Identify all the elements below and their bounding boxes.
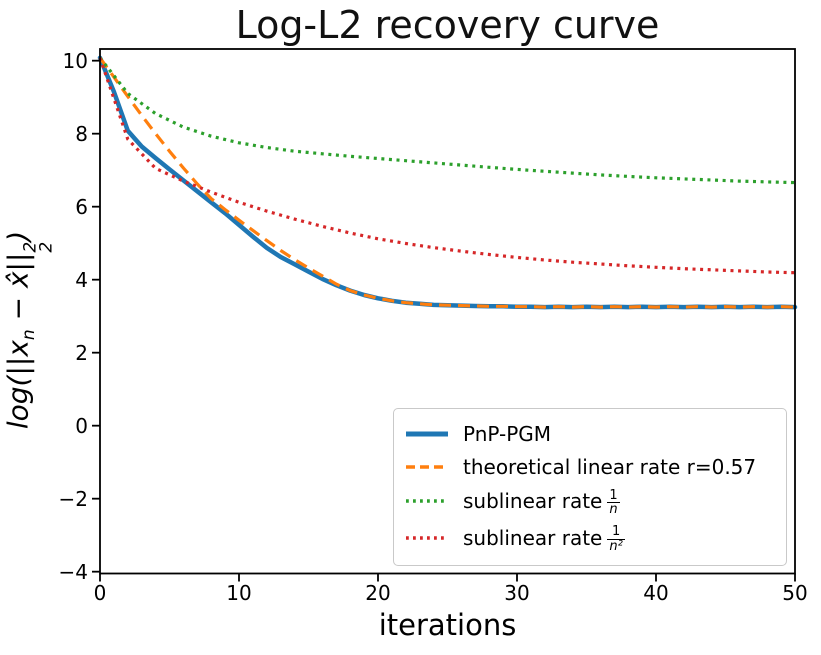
x-tick-label: 20 xyxy=(365,581,391,605)
series-sublinear-1-n2 xyxy=(98,57,796,275)
x-axis-label: iterations xyxy=(378,608,517,642)
legend-label-sublinear-1-n2: sublinear rate 1 n² xyxy=(463,523,625,555)
legend-line-sample-dashed xyxy=(406,464,448,469)
series-linear-rate xyxy=(98,56,796,309)
series-pnp-pgm xyxy=(97,55,798,310)
legend-text: sublinear rate xyxy=(463,488,603,513)
y-tick-label: −4 xyxy=(58,559,88,584)
y-label-lead: log(||x xyxy=(1,340,35,430)
y-label-sub-2: 2 xyxy=(36,241,57,253)
fraction: 1 n² xyxy=(607,524,625,555)
axes-spines xyxy=(99,48,796,575)
legend-label-sublinear-1-n: sublinear rate 1 n xyxy=(463,487,620,518)
legend-row-sublinear-1-n2: sublinear rate 1 n² xyxy=(404,523,776,555)
y-tick-label: 10 xyxy=(62,48,88,73)
x-tick-label: 0 xyxy=(93,581,107,605)
fraction-numerator: 1 xyxy=(609,487,618,503)
legend: PnP-PGM theoretical linear rate r=0.57 sub… xyxy=(393,408,787,566)
x-tick-label: 50 xyxy=(782,581,808,605)
fraction-denominator: n² xyxy=(607,539,625,555)
y-tick-label: 4 xyxy=(75,267,88,292)
fraction-numerator: 1 xyxy=(611,524,621,540)
y-label-mid: − x̂|| xyxy=(1,252,35,330)
y-tick-label: 2 xyxy=(75,340,88,365)
y-axis-label: log(||xn − x̂|| 2 2) xyxy=(1,230,57,430)
fraction-denominator: n xyxy=(607,502,620,518)
legend-text: theoretical linear rate r=0.57 xyxy=(463,454,757,479)
legend-line-sample-dotted xyxy=(406,499,448,503)
x-tick-label: 40 xyxy=(643,581,669,605)
legend-row-pnp-pgm: PnP-PGM xyxy=(404,422,776,446)
x-tick-label: 10 xyxy=(226,581,252,605)
legend-row-linear-rate: theoretical linear rate r=0.57 xyxy=(404,455,776,479)
y-label-sub-n: n xyxy=(19,329,40,341)
legend-row-sublinear-1-n: sublinear rate 1 n xyxy=(404,487,776,518)
y-tick-label: 0 xyxy=(75,413,88,438)
legend-line-sample-solid xyxy=(406,431,448,437)
y-tick-label: 8 xyxy=(75,121,88,146)
legend-label-linear-rate: theoretical linear rate r=0.57 xyxy=(463,455,756,479)
y-tick-label: 6 xyxy=(75,194,88,219)
series-sublinear-1-n xyxy=(98,56,796,185)
legend-label-pnp-pgm: PnP-PGM xyxy=(463,422,551,446)
chart-title: Log-L2 recovery curve xyxy=(235,3,660,47)
y-label-close: ) xyxy=(1,230,35,242)
legend-line-sample-dotted xyxy=(406,535,448,540)
legend-text: sublinear rate xyxy=(463,525,603,550)
x-tick-label: 30 xyxy=(504,581,530,605)
legend-text: PnP-PGM xyxy=(463,422,552,447)
y-tick-label: −2 xyxy=(58,486,88,511)
